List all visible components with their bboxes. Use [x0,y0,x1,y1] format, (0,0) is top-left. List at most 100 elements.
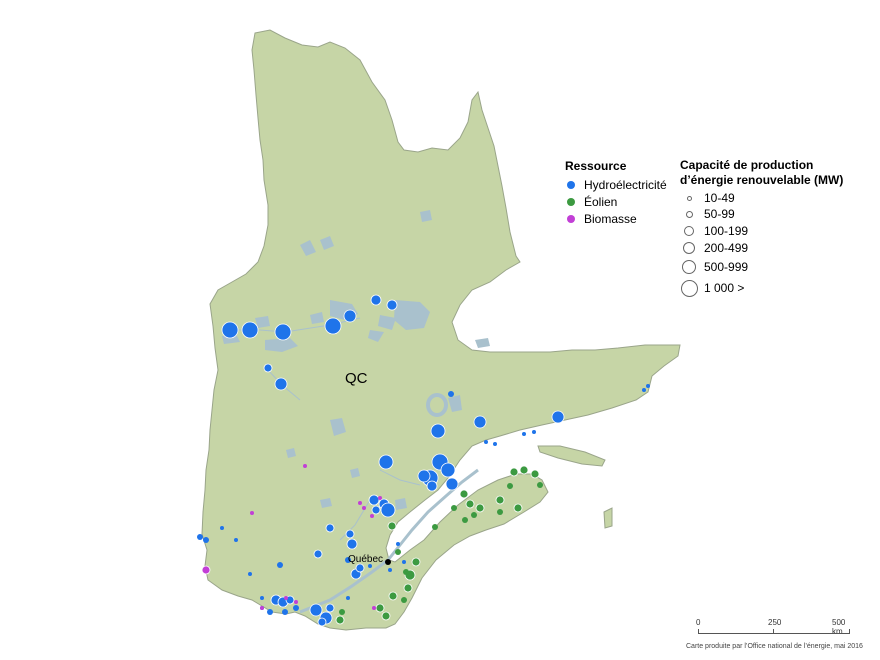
wind-facility [381,611,391,621]
capacity-class-200-499: 200-499 [680,239,870,257]
hydro-facility [417,469,431,483]
legend-capacity-title: Capacité de production d’énergie renouve… [680,158,870,188]
biomass-facility [372,606,376,610]
scale-bar-tick [773,629,774,633]
wind-facility [513,503,523,513]
capacity-class-100-199: 100-199 [680,222,870,239]
scale-bar: 0 250 500 km [695,618,855,638]
legend-item-wind: Éolien [565,193,675,210]
wind-facility [387,521,397,531]
hydro-facility [396,542,400,546]
wind-facility [462,517,468,523]
capacity-class-label: 1 000 > [704,281,745,295]
legend-resource: Ressource Hydroélectricité Éolien Biomas… [565,159,675,227]
wind-facility [432,524,438,530]
scale-label-0: 0 [696,618,701,627]
hydro-facility [368,494,380,506]
circle-icon [683,242,695,254]
wind-swatch-icon [567,197,575,206]
hydro-facility [293,605,299,611]
legend-capacity: Capacité de production d’énergie renouve… [680,158,870,299]
hydro-facility [345,557,351,563]
biomass-swatch-icon [567,214,575,223]
capacity-class-label: 500-999 [704,260,749,274]
biomass-facility [362,506,366,510]
hydro-facility [277,562,283,568]
legend-capacity-title-line1: Capacité de production [680,158,814,172]
wind-facility [475,503,485,513]
wind-facility [388,591,398,601]
hydro-facility [551,410,565,424]
scale-label-500: 500 km [832,618,846,636]
capacity-class-500-999: 500-999 [680,257,870,277]
lakes [222,210,490,510]
hydro-facility [388,568,392,572]
wind-facility [497,509,503,515]
hydro-facility [532,430,536,434]
hydro-facility [282,609,288,615]
hydro-facility [473,415,487,429]
hydro-facility [248,572,252,576]
hydro-facility [493,442,497,446]
hydro-facility [646,384,650,388]
biomass-facility [260,606,264,610]
legend-item-label: Biomasse [584,211,637,226]
hydro-facility [370,294,382,306]
wind-facility [507,483,513,489]
capacity-class-label: 10-49 [704,191,735,205]
circle-icon [684,225,694,236]
st-lawrence-river [299,468,479,614]
wind-facility [411,557,421,567]
scale-label-250: 250 [768,618,782,627]
hydro-facility [386,299,398,311]
biomass-facility [378,496,382,500]
legend-item-label: Hydroélectricité [584,177,667,192]
hydro-facility [221,321,239,339]
legend-capacity-title-line2: d’énergie renouvelable (MW) [680,173,844,187]
biomass-facility [201,565,211,575]
hydro-facility [522,432,526,436]
region-label: QC [345,370,368,387]
hydro-facility [430,423,446,439]
hydro-facility [346,596,350,600]
legend-item-biomass: Biomasse [565,210,675,227]
hydro-facility [440,462,456,478]
wind-facility [335,615,345,625]
hydro-swatch-icon [567,180,575,189]
wind-facility [395,549,401,555]
wind-facility [495,495,505,505]
hydro-facility [309,603,323,617]
legend-resource-title: Ressource [565,159,627,173]
wind-facility [471,512,477,518]
wind-facility [519,465,529,475]
wind-facility [451,505,457,511]
hydro-facility [448,391,454,397]
legend-item-hydro: Hydroélectricité [565,176,675,193]
small-island [603,507,613,529]
legend-item-label: Éolien [584,194,618,209]
capacity-class-50-99: 50-99 [680,206,870,222]
biomass-facility [250,511,254,515]
wind-facility [465,499,475,509]
wind-facility [339,609,345,615]
hydro-facility [642,388,646,392]
capacity-class-10-49: 10-49 [680,190,870,206]
hydro-facility [263,363,273,373]
hydro-facility [484,440,488,444]
hydro-facility [197,534,203,540]
anticosti-island [537,445,606,467]
biomass-facility [370,514,374,518]
capacity-class-label: 200-499 [704,241,749,255]
wind-facility [537,482,543,488]
hydro-facility [234,538,238,542]
biomass-facility [294,600,298,604]
hydro-facility [267,609,273,615]
hydro-facility [325,603,335,613]
quebec-landmass [201,29,681,631]
circle-icon [686,195,692,201]
hydro-facility [378,454,394,470]
wind-facility [509,467,519,477]
hydro-facility [324,317,342,335]
circle-icon [682,260,696,274]
